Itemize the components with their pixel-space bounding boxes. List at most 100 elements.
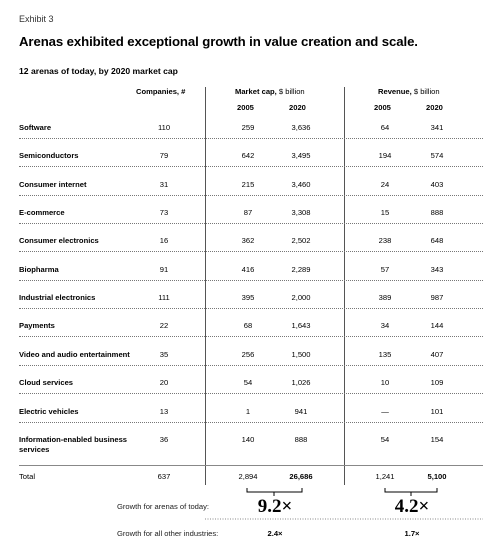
cell-rev2005: — bbox=[381, 406, 389, 416]
cell-companies: 79 bbox=[159, 151, 169, 161]
year-header: 2020 bbox=[289, 103, 306, 112]
row-label: Consumer electronics bbox=[19, 236, 99, 246]
cell-rev2005: 194 bbox=[378, 151, 392, 161]
cell-companies: 110 bbox=[157, 123, 171, 132]
cell-companies: 20 bbox=[159, 378, 169, 388]
cell-mc2020: 1,500 bbox=[291, 349, 311, 359]
cell-rev2020: 407 bbox=[430, 349, 444, 359]
cell-companies: 16 bbox=[159, 236, 169, 246]
cell-mc2005: 416 bbox=[241, 264, 255, 274]
cell-mc2005: 362 bbox=[241, 236, 255, 246]
growth-arenas-label: Growth for arenas of today: bbox=[117, 502, 210, 511]
cell-mc2005: 395 bbox=[241, 293, 255, 303]
row-divider bbox=[19, 251, 483, 253]
row-divider bbox=[19, 279, 483, 281]
row-divider bbox=[19, 138, 483, 139]
row-divider bbox=[19, 194, 483, 196]
cell-rev2020: 343 bbox=[430, 264, 444, 274]
cell-rev2020: 574 bbox=[430, 151, 444, 161]
cell-mc2020: 3,495 bbox=[291, 151, 311, 161]
row-divider bbox=[19, 393, 483, 395]
cell-mc2020: 3,636 bbox=[291, 123, 311, 132]
cell-companies: 35 bbox=[159, 349, 169, 359]
row-label: Semiconductors bbox=[19, 151, 79, 161]
row-label: Biopharma bbox=[19, 264, 59, 274]
cell-rev2020: 109 bbox=[430, 378, 444, 388]
growth-other-label: Growth for all other industries: bbox=[117, 529, 219, 538]
total-rev-2005: 1,241 bbox=[375, 472, 395, 481]
cell-companies: 36 bbox=[159, 434, 169, 444]
total-label: Total bbox=[19, 472, 36, 481]
row-label: E-commerce bbox=[19, 208, 65, 218]
cell-mc2020: 3,308 bbox=[291, 208, 311, 218]
cell-companies: 73 bbox=[159, 208, 169, 218]
cell-rev2005: 57 bbox=[380, 264, 390, 274]
revenue-bracket bbox=[384, 488, 438, 496]
cell-rev2005: 24 bbox=[380, 179, 390, 189]
cell-rev2020: 403 bbox=[430, 179, 444, 189]
row-label: Software bbox=[19, 123, 52, 132]
cell-mc2020: 2,000 bbox=[291, 293, 311, 303]
cell-rev2020: 144 bbox=[430, 321, 444, 331]
cell-rev2005: 34 bbox=[380, 321, 390, 331]
row-label: Consumer internet bbox=[19, 179, 87, 189]
row-label: Industrial electronics bbox=[19, 293, 96, 303]
cell-companies: 22 bbox=[159, 321, 169, 331]
row-label: Video and audio entertainment bbox=[19, 349, 130, 359]
cell-companies: 111 bbox=[158, 293, 170, 303]
exhibit-label: Exhibit 3 bbox=[19, 14, 54, 24]
cell-rev2005: 15 bbox=[380, 208, 390, 218]
cell-mc2020: 888 bbox=[294, 434, 308, 444]
cell-rev2020: 341 bbox=[430, 123, 444, 132]
cell-rev2005: 135 bbox=[378, 349, 392, 359]
revenue-header: Revenue, $ billion bbox=[378, 87, 440, 96]
row-label: Information-enabled business services bbox=[19, 434, 128, 454]
growth-arenas-revenue: 4.2× bbox=[394, 496, 430, 517]
chart-title: Arenas exhibited exceptional growth in v… bbox=[19, 34, 418, 49]
cell-mc2020: 2,289 bbox=[291, 264, 311, 274]
column-divider bbox=[205, 87, 206, 485]
row-label: Payments bbox=[19, 321, 55, 331]
row-divider bbox=[19, 166, 483, 168]
row-divider bbox=[19, 364, 483, 366]
cell-rev2005: 10 bbox=[380, 378, 390, 388]
cell-mc2005: 256 bbox=[241, 349, 255, 359]
cell-rev2020: 888 bbox=[430, 208, 444, 218]
total-rev-2020: 5,100 bbox=[427, 472, 447, 481]
row-divider bbox=[19, 336, 483, 338]
row-divider bbox=[19, 223, 483, 225]
column-divider bbox=[344, 87, 345, 485]
cell-mc2005: 259 bbox=[241, 123, 255, 132]
cell-companies: 13 bbox=[159, 406, 169, 416]
cell-rev2020: 154 bbox=[430, 434, 444, 444]
cell-mc2005: 140 bbox=[241, 434, 255, 444]
cell-rev2005: 238 bbox=[378, 236, 392, 246]
cell-mc2005: 54 bbox=[243, 378, 253, 388]
year-header: 2005 bbox=[237, 103, 254, 112]
cell-mc2005: 642 bbox=[241, 151, 255, 161]
total-divider bbox=[19, 465, 483, 466]
cell-mc2020: 1,026 bbox=[291, 378, 311, 388]
cell-rev2005: 54 bbox=[380, 434, 390, 444]
row-divider bbox=[19, 308, 483, 310]
growth-other-revenue: 1.7× bbox=[404, 529, 420, 538]
market-cap-header: Market cap, $ billion bbox=[235, 87, 305, 96]
total-mc-2005: 2,894 bbox=[238, 472, 258, 481]
row-label: Cloud services bbox=[19, 378, 74, 388]
total-companies: 637 bbox=[157, 472, 171, 481]
chart-subtitle: 12 arenas of today, by 2020 market cap bbox=[19, 66, 178, 76]
cell-rev2020: 648 bbox=[430, 236, 444, 246]
cell-mc2020: 1,643 bbox=[291, 321, 311, 331]
cell-mc2020: 941 bbox=[294, 406, 308, 416]
cell-mc2005: 68 bbox=[243, 321, 253, 331]
cell-mc2020: 3,460 bbox=[291, 179, 311, 189]
cell-mc2005: 215 bbox=[241, 179, 255, 189]
growth-arenas-market-cap: 9.2× bbox=[257, 496, 293, 517]
companies-header: Companies, # bbox=[136, 87, 186, 96]
cell-rev2020: 101 bbox=[430, 406, 444, 416]
cell-rev2005: 389 bbox=[378, 293, 392, 303]
cell-companies: 91 bbox=[159, 264, 169, 274]
cell-mc2020: 2,502 bbox=[291, 236, 311, 246]
cell-mc2005: 87 bbox=[243, 208, 253, 218]
